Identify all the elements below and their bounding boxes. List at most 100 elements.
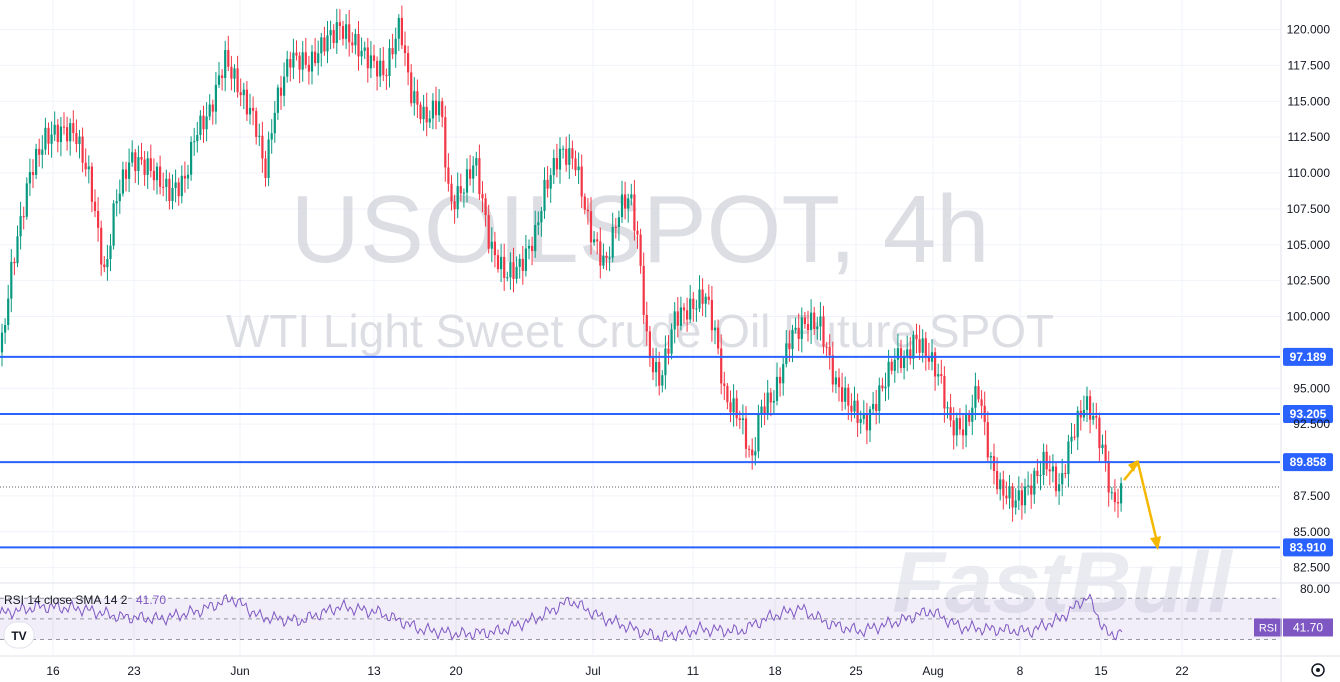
candle-body-219: [679, 307, 682, 326]
candle-body-280: [868, 409, 872, 431]
candle-body-248: [769, 392, 772, 403]
candle-body-73: [227, 50, 230, 67]
candle-body-58: [180, 175, 183, 197]
y-tick-6: 105.000: [1287, 238, 1331, 252]
candle-body-32: [100, 227, 103, 265]
candle-body-153: [475, 158, 478, 166]
candle-body-158: [490, 241, 493, 249]
tradingview-logo[interactable]: TV: [3, 621, 35, 649]
settings-gear-icon[interactable]: [1311, 663, 1325, 677]
candle-body-134: [416, 91, 419, 105]
candle-body-266: [825, 346, 828, 348]
candle-body-24: [75, 133, 78, 145]
candle-body-169: [524, 248, 527, 271]
candle-body-336: [1042, 451, 1045, 475]
candle-body-155: [481, 194, 484, 199]
candle-body-221: [686, 310, 689, 320]
candle-body-184: [571, 148, 574, 159]
candle-body-334: [1036, 470, 1039, 477]
candle-body-99: [307, 64, 310, 72]
candle-body-120: [372, 55, 376, 61]
candle-body-110: [341, 26, 345, 39]
candle-body-287: [890, 361, 893, 371]
candle-body-11: [35, 148, 38, 175]
candle-body-100: [310, 51, 314, 72]
candle-body-69: [214, 84, 217, 112]
candle-body-51: [159, 166, 162, 187]
candle-body-354: [1098, 417, 1101, 448]
candle-body-289: [896, 348, 899, 360]
candle-body-50: [155, 166, 159, 181]
candle-body-218: [676, 311, 679, 326]
candle-body-314: [974, 386, 977, 408]
candle-body-307: [952, 420, 955, 436]
candle-body-257: [797, 327, 800, 339]
candle-body-140: [434, 100, 438, 116]
rsi-axis-label: 80.00: [1300, 582, 1330, 596]
candle-body-212: [658, 361, 661, 386]
candle-body-310: [961, 429, 965, 436]
rsi-badge-bg: [1254, 618, 1282, 637]
rsi-value-text: 41.70: [1293, 620, 1323, 634]
x-tick-7: 18: [768, 664, 782, 678]
candle-body-200: [620, 194, 624, 218]
candle-body-26: [81, 136, 84, 163]
candle-body-299: [927, 356, 930, 362]
candle-body-38: [118, 193, 121, 202]
candle-body-356: [1104, 444, 1107, 462]
candle-body-2: [7, 298, 10, 326]
candle-body-195: [605, 255, 608, 258]
candle-body-92: [286, 59, 289, 77]
candle-body-43: [134, 152, 137, 172]
candle-body-21: [66, 127, 69, 142]
candle-body-93: [289, 59, 292, 68]
x-tick-1: 23: [127, 664, 141, 678]
candle-body-9: [28, 172, 31, 184]
candle-body-33: [103, 264, 106, 268]
candle-body-263: [816, 326, 819, 330]
level-tag-1: [1283, 405, 1333, 424]
candle-body-145: [450, 183, 453, 202]
candle-body-352: [1092, 415, 1095, 420]
candle-body-358: [1110, 492, 1113, 494]
candle-body-290: [899, 348, 903, 369]
x-tick-9: Aug: [922, 664, 943, 678]
candle-body-72: [224, 50, 227, 79]
candle-body-180: [558, 148, 562, 170]
candle-body-279: [865, 414, 868, 431]
candle-body-291: [903, 357, 906, 369]
candle-body-67: [208, 104, 211, 117]
candle-body-96: [298, 55, 301, 70]
candle-body-286: [887, 361, 890, 387]
candle-body-39: [121, 169, 124, 194]
candle-body-132: [410, 72, 413, 104]
candle-body-141: [438, 101, 441, 116]
candle-body-255: [791, 329, 794, 350]
candle-body-151: [469, 169, 472, 179]
candle-body-160: [496, 255, 500, 270]
level-tag-3: [1283, 538, 1333, 557]
x-tick-6: 11: [687, 664, 700, 678]
candle-body-204: [633, 194, 636, 231]
candle-body-319: [989, 456, 992, 458]
candle-body-215: [667, 348, 670, 354]
candle-body-332: [1030, 485, 1033, 495]
candle-body-4: [13, 261, 16, 264]
candle-body-37: [115, 201, 118, 204]
candle-body-40: [124, 169, 128, 179]
candle-body-259: [803, 317, 806, 324]
y-tick-3: 112.500: [1288, 130, 1331, 144]
candle-body-123: [382, 60, 385, 76]
candle-body-171: [531, 245, 534, 252]
candle-body-70: [217, 75, 221, 85]
candle-body-16: [50, 134, 53, 144]
candle-body-323: [1002, 479, 1005, 496]
candle-body-124: [385, 75, 388, 77]
candle-body-193: [599, 241, 602, 266]
candle-body-152: [472, 165, 475, 179]
level-label-2: 89.858: [1290, 455, 1327, 469]
candle-body-256: [794, 327, 797, 330]
price-axis[interactable]: 120.000 117.500 115.000 112.500 110.000 107.5…: [1287, 23, 1331, 575]
candle-body-150: [465, 169, 469, 193]
